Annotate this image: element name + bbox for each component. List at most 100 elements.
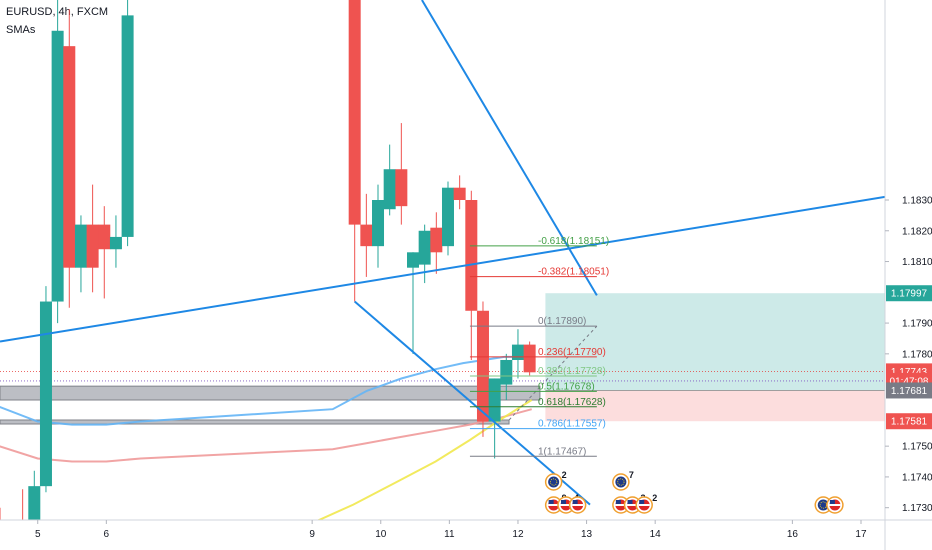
event-flag-canton bbox=[627, 500, 633, 504]
x-tick-label: 11 bbox=[444, 529, 455, 540]
price-label-bg bbox=[886, 285, 932, 302]
fib-level-label: 0.618(1.17628) bbox=[538, 397, 606, 408]
event-flag-stripe bbox=[829, 504, 841, 506]
candle-body bbox=[121, 15, 134, 237]
fib-level-label: 1(1.17467) bbox=[538, 446, 586, 457]
event-count: 7 bbox=[629, 470, 634, 480]
price-label-text: 1.17581 bbox=[891, 417, 928, 428]
fib-level-label: 0(1.17890) bbox=[538, 316, 586, 327]
event-flag-stripe bbox=[627, 504, 639, 506]
candle-body bbox=[453, 187, 466, 200]
candle bbox=[17, 489, 29, 526]
fib-level-label: -0.618(1.18151) bbox=[538, 236, 609, 247]
candle-body bbox=[109, 236, 122, 250]
indicator-legend[interactable]: SMAs bbox=[6, 24, 36, 36]
candle bbox=[441, 181, 454, 256]
candle-body bbox=[430, 227, 443, 253]
candle bbox=[407, 252, 419, 354]
target-price-label: 1.17997 bbox=[886, 285, 932, 302]
stop-price-label: 1.17581 bbox=[886, 413, 932, 430]
x-tick-label: 13 bbox=[581, 529, 593, 540]
x-tick-label: 12 bbox=[512, 529, 524, 540]
event-flag-canton bbox=[572, 500, 578, 504]
fib-level-label: -0.382(1.18051) bbox=[538, 267, 609, 278]
us-event-icon: 2 bbox=[635, 493, 657, 514]
price-label-bg bbox=[886, 382, 932, 399]
x-tick-label: 10 bbox=[375, 529, 387, 540]
candle bbox=[523, 341, 536, 376]
x-tick-label: 14 bbox=[650, 529, 662, 540]
target-zone bbox=[545, 293, 885, 391]
candle bbox=[98, 206, 111, 299]
event-flag-canton bbox=[829, 500, 835, 504]
event-flag-canton bbox=[560, 500, 566, 504]
candle-body bbox=[39, 301, 52, 487]
stop-zone bbox=[545, 390, 885, 422]
euro-event-icon: 7 bbox=[612, 470, 634, 491]
event-flag-stripe bbox=[548, 504, 560, 506]
candle-body bbox=[63, 46, 76, 268]
event-flag-stripe bbox=[572, 504, 584, 506]
event-flag-stripe bbox=[638, 504, 650, 506]
candle-body bbox=[500, 360, 513, 385]
y-tick-label: 1.17300 bbox=[902, 503, 932, 514]
event-flag-canton bbox=[639, 500, 645, 504]
fib-level-label: 0.5(1.17678) bbox=[538, 381, 595, 392]
descending-trendline-lower bbox=[354, 300, 591, 506]
y-tick-label: 1.18100 bbox=[902, 257, 932, 268]
candle bbox=[28, 470, 41, 520]
y-tick-label: 1.17400 bbox=[902, 472, 932, 483]
sma-slow-line bbox=[0, 408, 532, 463]
price-label-text: 01:47:08 bbox=[890, 376, 929, 387]
candle bbox=[372, 184, 385, 268]
event-flag-stars bbox=[550, 478, 558, 486]
support-zone bbox=[0, 419, 510, 425]
candle bbox=[51, 0, 64, 324]
candle bbox=[465, 190, 478, 360]
us-event-icon bbox=[568, 496, 587, 514]
candle bbox=[74, 215, 87, 293]
event-flag-stars bbox=[617, 478, 625, 486]
candle-body bbox=[348, 0, 361, 225]
euro-event-icon: 2 bbox=[544, 470, 567, 491]
candle-body bbox=[28, 486, 41, 520]
event-flag bbox=[817, 499, 829, 511]
fib-level-label: 0.382(1.17728) bbox=[538, 366, 606, 377]
fib-level-label: 0.786(1.17557) bbox=[538, 419, 606, 430]
y-tick-label: 1.17800 bbox=[902, 349, 932, 360]
event-flag bbox=[615, 476, 627, 488]
event-count: 2 bbox=[562, 470, 567, 480]
candle-body bbox=[465, 200, 478, 311]
event-flag-canton bbox=[548, 500, 554, 504]
event-flag-canton bbox=[615, 500, 621, 504]
candle bbox=[476, 301, 489, 437]
x-tick-label: 5 bbox=[35, 529, 41, 540]
candle-body bbox=[418, 230, 431, 265]
x-tick-label: 9 bbox=[309, 529, 315, 540]
candle bbox=[383, 144, 396, 216]
candle bbox=[348, 0, 361, 302]
price-label-text: 1.17681 bbox=[891, 386, 928, 397]
price-label-text: 1.17997 bbox=[891, 289, 928, 300]
candle-body bbox=[0, 520, 6, 526]
candle-body bbox=[360, 224, 373, 247]
candle-body bbox=[86, 224, 99, 268]
candle-body bbox=[441, 187, 454, 247]
price-label-bg bbox=[886, 413, 932, 430]
rising-trendline bbox=[0, 195, 885, 343]
candle-body bbox=[17, 520, 29, 526]
y-tick-label: 1.18300 bbox=[902, 196, 932, 207]
candle-body bbox=[51, 30, 64, 302]
entry-price-label: 1.17681 bbox=[886, 382, 932, 399]
candle bbox=[63, 9, 76, 308]
y-tick-label: 1.18200 bbox=[902, 226, 932, 237]
candle bbox=[39, 286, 52, 493]
candle bbox=[453, 175, 466, 210]
candle-body bbox=[476, 310, 489, 422]
candle-body bbox=[488, 378, 501, 422]
x-tick-label: 6 bbox=[104, 529, 110, 540]
symbol-title[interactable]: EURUSD, 4h, FXCM bbox=[6, 6, 109, 18]
plot-area: -0.618(1.18151) -0.382(1.18051) 0(1.17890)… bbox=[0, 0, 885, 526]
